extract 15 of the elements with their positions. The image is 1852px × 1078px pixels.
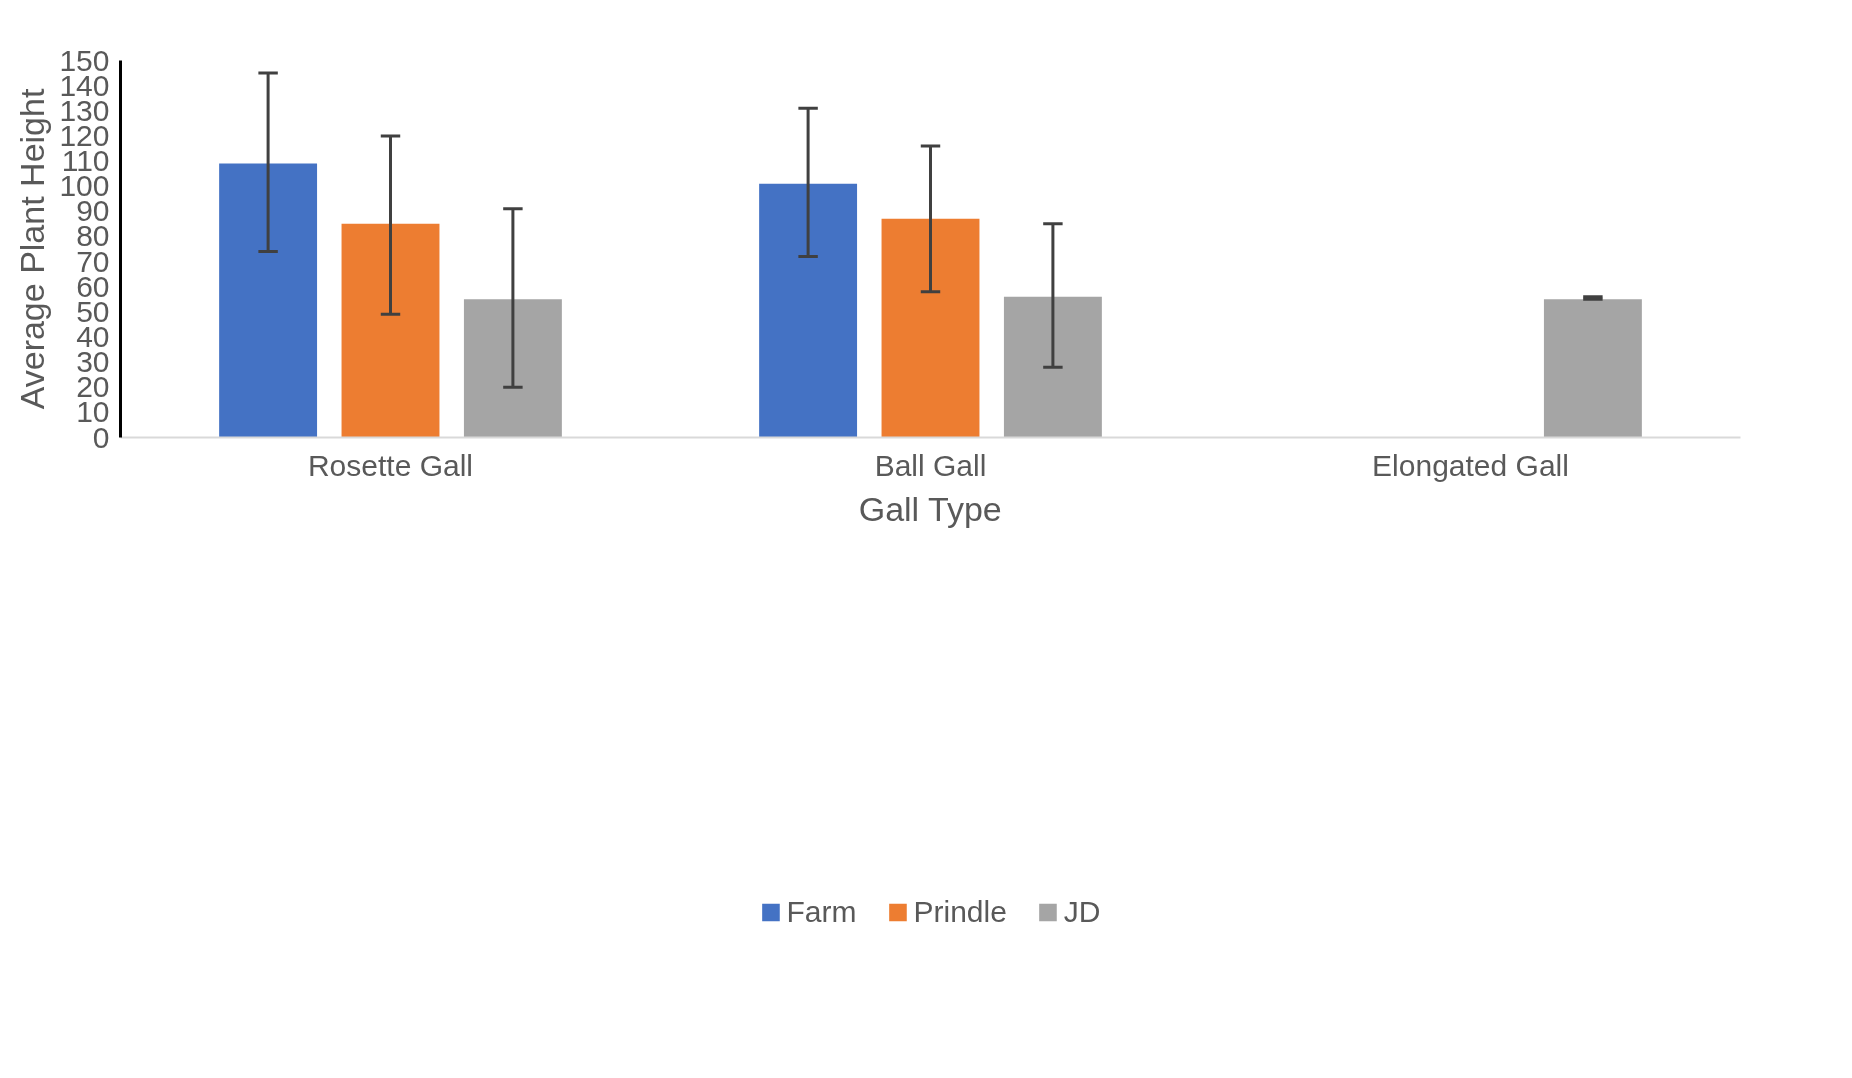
- x-axis-title: Gall Type: [858, 489, 1002, 528]
- legend-label: Prindle: [913, 894, 1007, 929]
- bar: [463, 299, 562, 438]
- legend-label: Farm: [786, 894, 857, 929]
- x-tick-label: Elongated Gall: [1372, 448, 1569, 482]
- bar: [759, 183, 858, 438]
- bar: [881, 218, 980, 438]
- bar: [341, 223, 440, 438]
- bar: [1003, 296, 1102, 438]
- bar: [219, 163, 318, 438]
- x-tick-label: Ball Gall: [874, 448, 987, 482]
- legend-label: JD: [1063, 894, 1101, 929]
- y-axis-title: Average Plant Height: [13, 88, 52, 410]
- bar: [1543, 299, 1642, 438]
- x-tick-label: Rosette Gall: [307, 448, 474, 482]
